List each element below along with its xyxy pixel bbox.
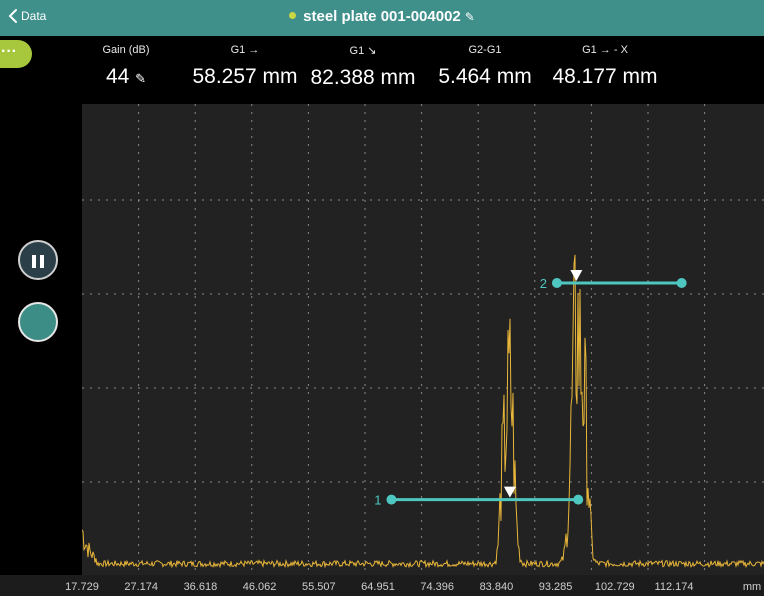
readout-value: 58.257 mm xyxy=(186,65,304,89)
readout-gain[interactable]: Gain (dB) 44 ✎ xyxy=(96,44,156,89)
readout-value: 5.464 mm xyxy=(426,65,544,89)
x-tick-label: 93.285 xyxy=(539,581,573,593)
readout-g1-arrow: G1 → 58.257 mm xyxy=(186,44,304,89)
readout-label: G1 → xyxy=(186,44,304,56)
readout-value: 44 xyxy=(106,65,129,88)
gate-label: 2 xyxy=(540,276,547,291)
x-tick-label: 64.951 xyxy=(361,581,395,593)
gate-end-handle[interactable] xyxy=(573,495,583,505)
x-tick-label: 74.396 xyxy=(420,581,454,593)
x-tick-label: 17.729 xyxy=(65,581,99,593)
pause-button[interactable] xyxy=(18,240,58,280)
gate-label: 1 xyxy=(374,493,381,508)
readout-label: G1 → - X xyxy=(546,44,664,56)
x-tick-label: 27.174 xyxy=(124,581,158,593)
edit-pencil-icon[interactable]: ✎ xyxy=(465,10,475,24)
readout-label: G1 ↘ xyxy=(304,44,422,57)
gate-end-handle[interactable] xyxy=(677,278,687,288)
page-title[interactable]: steel plate 001-004002 ✎ xyxy=(0,8,764,25)
x-unit-label: mm xyxy=(743,581,761,593)
x-tick-label: 112.174 xyxy=(655,581,694,593)
gate-start-handle[interactable] xyxy=(552,278,562,288)
readout-value: 48.177 mm xyxy=(546,65,664,89)
plot-background xyxy=(82,104,764,575)
x-axis: 17.729 27.174 36.618 46.062 55.507 64.951 74.3… xyxy=(0,575,764,596)
x-tick-label: 83.840 xyxy=(480,581,514,593)
readout-g1-minus-x: G1 → - X 48.177 mm xyxy=(546,44,664,89)
a-scan-chart[interactable]: 12 xyxy=(82,104,764,575)
readout-value: 82.388 mm xyxy=(304,66,422,90)
x-tick-label: 36.618 xyxy=(184,581,218,593)
edit-pencil-icon[interactable]: ✎ xyxy=(135,71,146,86)
title-text: steel plate 001-004002 xyxy=(303,8,461,25)
readout-label: Gain (dB) xyxy=(96,44,156,56)
x-tick-label: 102.729 xyxy=(595,581,635,593)
readout-g1-peak: G1 ↘ 82.388 mm xyxy=(304,44,422,90)
readout-label: G2-G1 xyxy=(426,44,544,56)
status-dot-icon xyxy=(289,12,296,19)
readout-g2-g1: G2-G1 5.464 mm xyxy=(426,44,544,89)
capture-button[interactable] xyxy=(18,302,58,342)
top-bar: Data steel plate 001-004002 ✎ xyxy=(0,0,764,36)
pause-icon xyxy=(32,255,36,268)
x-tick-label: 55.507 xyxy=(302,581,336,593)
x-tick-label: 46.062 xyxy=(243,581,277,593)
measurement-readouts: Gain (dB) 44 ✎ G1 → 58.257 mm G1 ↘ 82.38… xyxy=(0,36,764,100)
gate-start-handle[interactable] xyxy=(386,495,396,505)
